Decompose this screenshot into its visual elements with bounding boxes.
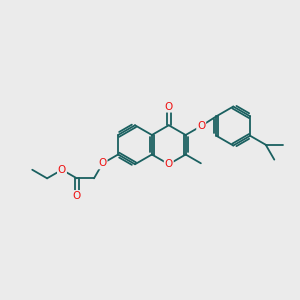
- Text: O: O: [165, 102, 173, 112]
- Text: O: O: [73, 191, 81, 201]
- Text: O: O: [197, 121, 205, 131]
- Text: O: O: [165, 159, 173, 169]
- Text: O: O: [58, 165, 66, 175]
- Text: O: O: [98, 158, 107, 169]
